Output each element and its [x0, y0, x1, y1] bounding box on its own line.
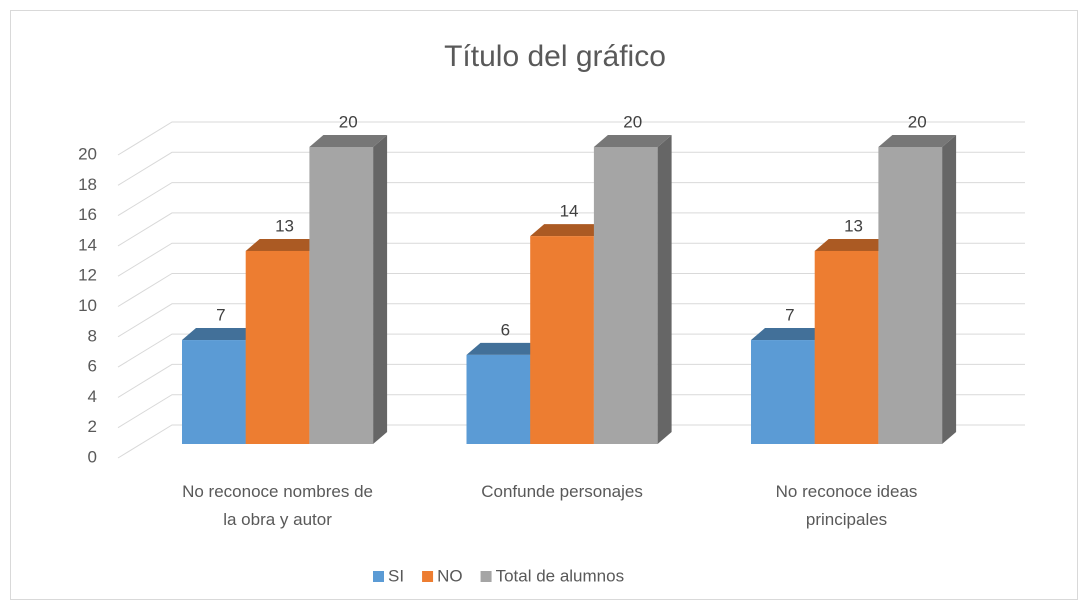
bar-top [466, 342, 545, 355]
data-label: 13 [844, 216, 863, 235]
grid-line [117, 121, 1025, 156]
legend-swatch [422, 571, 434, 582]
legend-label: SI [388, 566, 404, 585]
bar [530, 236, 594, 444]
y-tick-label: 16 [78, 205, 97, 224]
chart-title: Título del gráfico [444, 40, 666, 73]
bar [878, 147, 943, 444]
bar-top [182, 328, 260, 341]
grid-line [117, 363, 1025, 398]
bar [814, 250, 879, 444]
data-label: 14 [560, 202, 579, 221]
y-tick-label: 20 [78, 144, 97, 163]
data-label: 6 [501, 320, 510, 339]
grid-line [117, 394, 1025, 429]
grid-line [117, 182, 1025, 217]
bar-side [657, 135, 672, 444]
bar [309, 147, 374, 444]
bar-side [373, 135, 388, 444]
legend-swatch [373, 571, 384, 582]
y-tick-label: 6 [88, 357, 97, 376]
y-tick-label: 12 [78, 266, 97, 285]
data-label: 7 [785, 306, 794, 325]
y-tick-label: 8 [88, 326, 97, 345]
grid-line [117, 242, 1025, 277]
data-label: 20 [339, 112, 358, 131]
grid-line [117, 333, 1025, 368]
bar [593, 147, 658, 444]
bar-top [751, 328, 829, 341]
y-tick-label: 10 [78, 296, 97, 315]
bar-top [814, 238, 893, 251]
grid-line [117, 424, 1025, 459]
grid-line [117, 303, 1025, 338]
legend-label: Total de alumnos [496, 566, 625, 585]
bar-side [942, 135, 957, 444]
y-tick-label: 18 [78, 175, 97, 194]
data-label: 13 [275, 216, 294, 235]
x-tick-label: Confunde personajes [481, 482, 643, 501]
grid-line [117, 151, 1025, 186]
legend-label: NO [437, 566, 463, 585]
legend-swatch [480, 571, 492, 582]
y-tick-label: 14 [78, 235, 97, 254]
x-tick-label: No reconoce nombres de la obra y autor [182, 482, 373, 529]
y-tick-label: 0 [88, 447, 97, 466]
bar-top [593, 135, 672, 147]
y-tick-label: 2 [88, 417, 97, 436]
bar [751, 340, 815, 444]
y-tick-label: 4 [88, 387, 97, 406]
data-label: 20 [908, 112, 927, 131]
data-label: 20 [623, 112, 642, 131]
data-label: 7 [216, 306, 225, 325]
bar-top [878, 135, 957, 147]
grid-line [117, 273, 1025, 307]
bar [245, 250, 310, 444]
bar [182, 340, 246, 444]
grid-line [117, 212, 1025, 247]
x-tick-label: No reconoce ideas principales [775, 482, 918, 529]
bar-top [245, 238, 324, 251]
bar-top [309, 135, 388, 147]
bar [466, 354, 531, 444]
bar-top [530, 224, 608, 237]
